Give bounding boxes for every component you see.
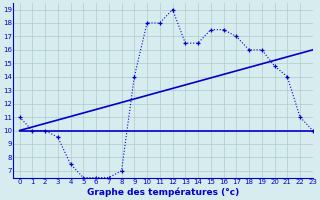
X-axis label: Graphe des températures (°c): Graphe des températures (°c) bbox=[87, 188, 239, 197]
